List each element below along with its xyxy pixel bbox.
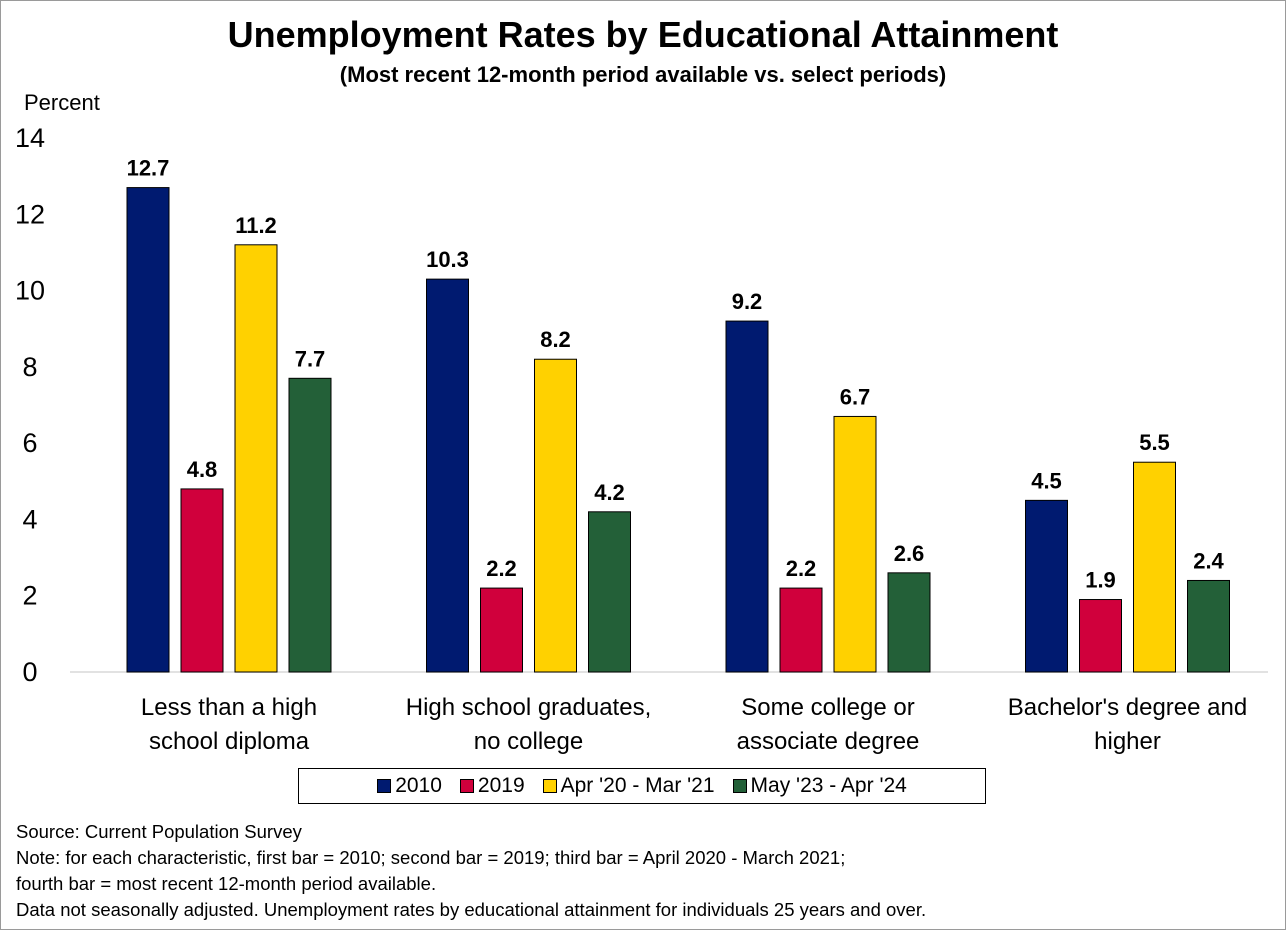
y-tick-label: 6 xyxy=(22,428,37,458)
x-tick-label: higher xyxy=(1094,728,1161,755)
note-line: Data not seasonally adjusted. Unemployme… xyxy=(16,899,927,920)
bar xyxy=(779,587,823,673)
x-tick-label: associate degree xyxy=(737,728,920,755)
data-label: 4.5 xyxy=(1031,468,1062,493)
legend: 2010 2019 Apr '20 - Mar '21 May '23 - Ap… xyxy=(298,768,986,804)
data-label: 4.8 xyxy=(187,457,218,482)
bar xyxy=(725,320,769,673)
data-label: 8.2 xyxy=(540,327,571,352)
x-tick-label: High school graduates, xyxy=(406,694,651,721)
note-line: fourth bar = most recent 12-month period… xyxy=(16,873,437,894)
y-tick-label: 12 xyxy=(15,199,45,229)
bar xyxy=(887,572,931,673)
data-label: 5.5 xyxy=(1139,430,1170,455)
bar xyxy=(1187,579,1230,673)
legend-swatch xyxy=(542,779,557,793)
bar xyxy=(588,511,631,673)
legend-swatch xyxy=(377,779,392,793)
bar xyxy=(234,244,278,673)
legend-label: May '23 - Apr '24 xyxy=(750,774,907,797)
x-tick-label: school diploma xyxy=(149,728,310,755)
bar xyxy=(126,187,170,673)
legend-label: 2010 xyxy=(395,774,442,797)
footnotes: Source: Current Population Survey Note: … xyxy=(16,819,926,923)
bar xyxy=(288,377,332,673)
y-tick-label: 4 xyxy=(22,504,37,534)
data-label: 6.7 xyxy=(840,384,871,409)
data-label: 2.2 xyxy=(486,556,517,581)
bar xyxy=(534,358,577,673)
legend-item: May '23 - Apr '24 xyxy=(732,774,907,798)
bar xyxy=(426,278,469,673)
legend-swatch xyxy=(732,779,747,793)
data-label: 7.7 xyxy=(295,346,326,371)
data-label: 9.2 xyxy=(732,289,763,314)
bar xyxy=(480,587,523,673)
legend-item: 2019 xyxy=(459,774,525,798)
note-line: Note: for each characteristic, first bar… xyxy=(16,847,846,868)
data-label: 1.9 xyxy=(1085,568,1116,593)
bar xyxy=(180,488,224,673)
y-tick-label: 10 xyxy=(15,276,45,306)
bar xyxy=(1025,499,1068,673)
chart-title: Unemployment Rates by Educational Attain… xyxy=(227,14,1059,55)
x-tick-label: Bachelor's degree and xyxy=(1008,694,1247,721)
legend-item: Apr '20 - Mar '21 xyxy=(542,774,715,798)
data-label: 4.2 xyxy=(594,480,625,505)
y-tick-label: 0 xyxy=(22,657,37,687)
legend-swatch xyxy=(459,779,474,793)
data-label: 10.3 xyxy=(426,247,469,272)
legend-item: 2010 xyxy=(377,774,442,798)
chart-subtitle: (Most recent 12-month period available v… xyxy=(339,62,947,87)
data-label: 12.7 xyxy=(127,156,170,181)
data-label: 2.4 xyxy=(1193,548,1224,573)
x-tick-label: Some college or xyxy=(741,694,914,721)
legend-label: Apr '20 - Mar '21 xyxy=(560,774,715,797)
bar xyxy=(1079,599,1122,673)
data-label: 2.2 xyxy=(786,556,817,581)
bar xyxy=(1133,461,1176,673)
data-label: 2.6 xyxy=(894,541,925,566)
data-label: 11.2 xyxy=(235,213,277,238)
y-tick-label: 8 xyxy=(22,352,37,382)
y-axis-label: Percent xyxy=(24,90,100,115)
y-tick-label: 14 xyxy=(15,123,45,153)
x-tick-label: Less than a high xyxy=(141,694,317,721)
y-tick-label: 2 xyxy=(22,581,37,611)
source-note: Source: Current Population Survey xyxy=(16,821,302,842)
bar xyxy=(833,415,877,673)
x-tick-label: no college xyxy=(474,728,583,755)
legend-label: 2019 xyxy=(477,774,525,797)
